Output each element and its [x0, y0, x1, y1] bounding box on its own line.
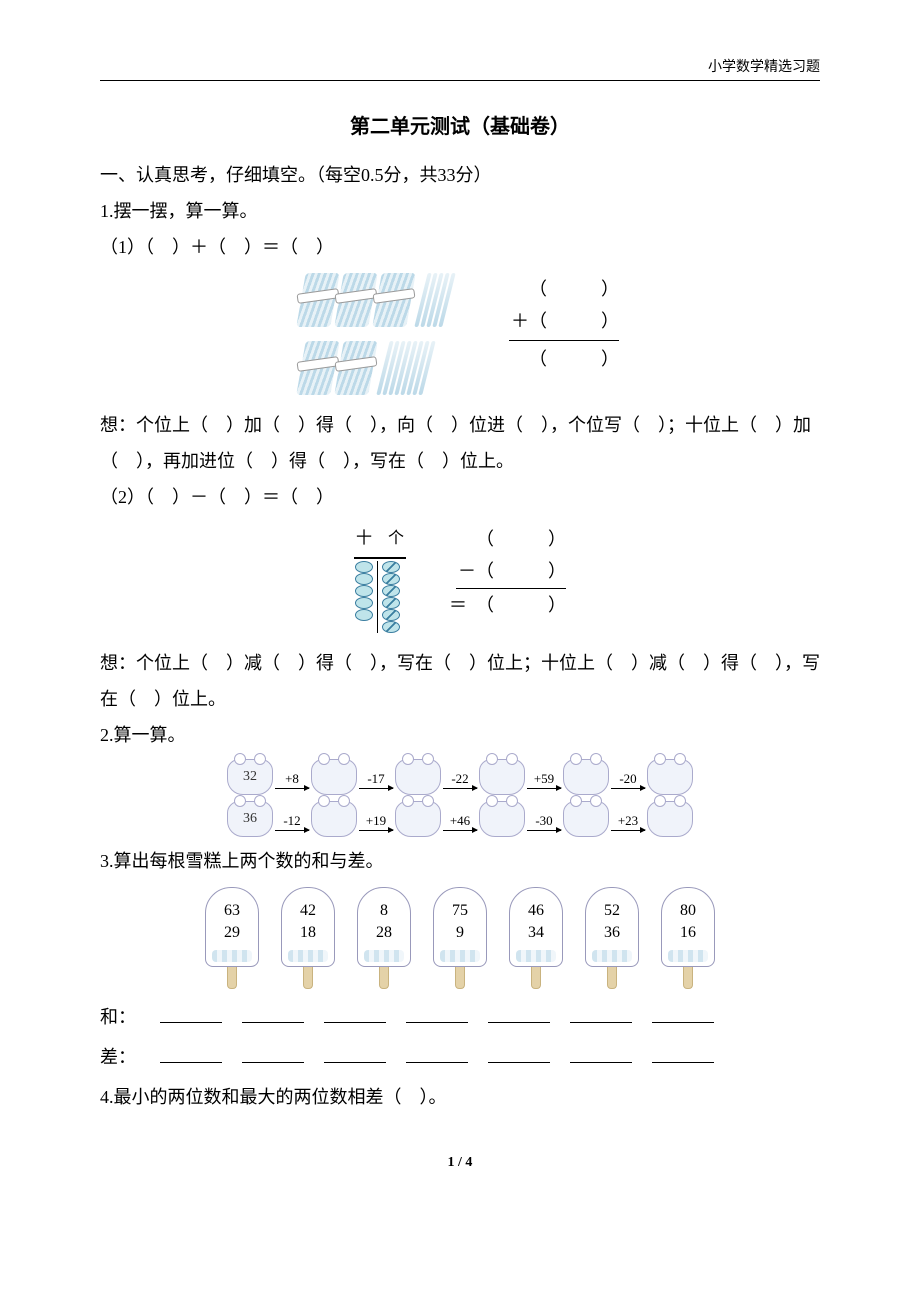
answer-blank[interactable]	[242, 1003, 304, 1023]
answer-blank[interactable]	[324, 1043, 386, 1063]
label-ones: 个	[388, 523, 404, 555]
vcalc2-op: －（ ）	[446, 555, 566, 587]
popsicle: 6329	[205, 887, 259, 989]
page-title: 第二单元测试（基础卷）	[100, 110, 820, 139]
op-arrow: +19	[359, 808, 393, 831]
header-right: 小学数学精选习题	[100, 56, 820, 81]
q1p2-think: 想：个位上（ ）减（ ）得（ ），写在（ ）位上；十位上（ ）减（ ）得（ ），…	[100, 645, 820, 717]
q1p1-expr: （1）（ ）＋（ ）＝（ ）	[100, 229, 820, 265]
popsicle: 828	[357, 887, 411, 989]
frog	[647, 801, 693, 837]
frog	[563, 759, 609, 795]
diff-label: 差：	[100, 1039, 140, 1075]
vertical-calc: （ ） ＋（ ） （ ）	[499, 273, 619, 395]
op-arrow: +46	[443, 808, 477, 831]
answer-blank[interactable]	[570, 1043, 632, 1063]
frog	[479, 759, 525, 795]
answer-blank[interactable]	[570, 1003, 632, 1023]
vertical-calc-2: （ ） －（ ） ＝ （ ）	[446, 523, 566, 621]
frog	[479, 801, 525, 837]
op-arrow: +8	[275, 766, 309, 789]
frog-chain-2: 36-12 +19 +46 -30 +23	[100, 801, 820, 837]
frog: 36	[227, 801, 273, 837]
frog	[311, 801, 357, 837]
popsicle: 8016	[661, 887, 715, 989]
frog-chain-1: 32+8 -17 -22 +59 -20	[100, 759, 820, 795]
answer-blank[interactable]	[406, 1043, 468, 1063]
label-tens: 十	[356, 523, 372, 555]
op-arrow: -22	[443, 766, 477, 789]
stick-bundle	[301, 273, 335, 327]
page-footer: 1 / 4	[100, 1155, 820, 1171]
q2-title: 2.算一算。	[100, 717, 820, 753]
q1p1-think: 想：个位上（ ）加（ ）得（ ），向（ ）位进（ ），个位写（ ）；十位上（ ）…	[100, 407, 820, 479]
op-arrow: -30	[527, 808, 561, 831]
popsicle: 5236	[585, 887, 639, 989]
q3-title: 3.算出每根雪糕上两个数的和与差。	[100, 843, 820, 879]
loose-sticks	[414, 273, 455, 327]
op-arrow: -20	[611, 766, 645, 789]
op-arrow: -12	[275, 808, 309, 831]
section-heading: 一、认真思考，仔细填空。（每空0.5分，共33分）	[100, 157, 820, 193]
popsicle: 4218	[281, 887, 335, 989]
popsicle: 4634	[509, 887, 563, 989]
answer-blank[interactable]	[652, 1043, 714, 1063]
answer-blank[interactable]	[488, 1043, 550, 1063]
op-arrow: +23	[611, 808, 645, 831]
frog	[395, 801, 441, 837]
frog	[647, 759, 693, 795]
sticks-row-top	[301, 273, 449, 327]
tens-column	[354, 561, 373, 633]
op-arrow: +59	[527, 766, 561, 789]
answer-blank[interactable]	[160, 1003, 222, 1023]
vcalc-op: ＋（ ）	[499, 305, 619, 337]
answer-blank[interactable]	[160, 1043, 222, 1063]
frog	[563, 801, 609, 837]
q1-title: 1.摆一摆，算一算。	[100, 193, 820, 229]
q1p1-figure: （ ） ＋（ ） （ ）	[100, 273, 820, 395]
vcalc-res: （ ）	[499, 343, 619, 375]
sticks-column	[301, 273, 449, 395]
answer-blank[interactable]	[652, 1003, 714, 1023]
sticks-row-bottom	[301, 341, 449, 395]
q4-text: 4.最小的两位数和最大的两位数相差（ ）。	[100, 1079, 820, 1115]
answer-blank[interactable]	[242, 1043, 304, 1063]
answer-blank[interactable]	[406, 1003, 468, 1023]
popsicle: 759	[433, 887, 487, 989]
body: 一、认真思考，仔细填空。（每空0.5分，共33分） 1.摆一摆，算一算。 （1）…	[100, 157, 820, 1115]
frog: 32	[227, 759, 273, 795]
page: 小学数学精选习题 第二单元测试（基础卷） 一、认真思考，仔细填空。（每空0.5分…	[0, 0, 920, 1211]
op-arrow: -17	[359, 766, 393, 789]
frog	[311, 759, 357, 795]
popsicle-row: 6329 4218 828 759 4634 5236 8016	[100, 887, 820, 989]
bead-counter: 十 个	[354, 523, 406, 633]
sum-label: 和：	[100, 999, 140, 1035]
stick-bundle	[339, 341, 373, 395]
answer-blank[interactable]	[324, 1003, 386, 1023]
vcalc2-a: （ ）	[446, 523, 566, 555]
frog	[395, 759, 441, 795]
stick-bundle	[377, 273, 411, 327]
answer-blank[interactable]	[488, 1003, 550, 1023]
vcalc2-res: ＝ （ ）	[446, 589, 566, 621]
q1p2-expr: （2）（ ）－（ ）＝（ ）	[100, 479, 820, 515]
vcalc-a: （ ）	[499, 273, 619, 305]
stick-bundle	[339, 273, 373, 327]
q1p2-figure: 十 个 （ ） －（ ） ＝ （ ）	[100, 523, 820, 633]
loose-sticks	[376, 341, 435, 395]
sum-row: 和：	[100, 999, 820, 1035]
ones-column	[377, 561, 400, 633]
diff-row: 差：	[100, 1039, 820, 1075]
vcalc-rule	[509, 340, 619, 341]
stick-bundle	[301, 341, 335, 395]
